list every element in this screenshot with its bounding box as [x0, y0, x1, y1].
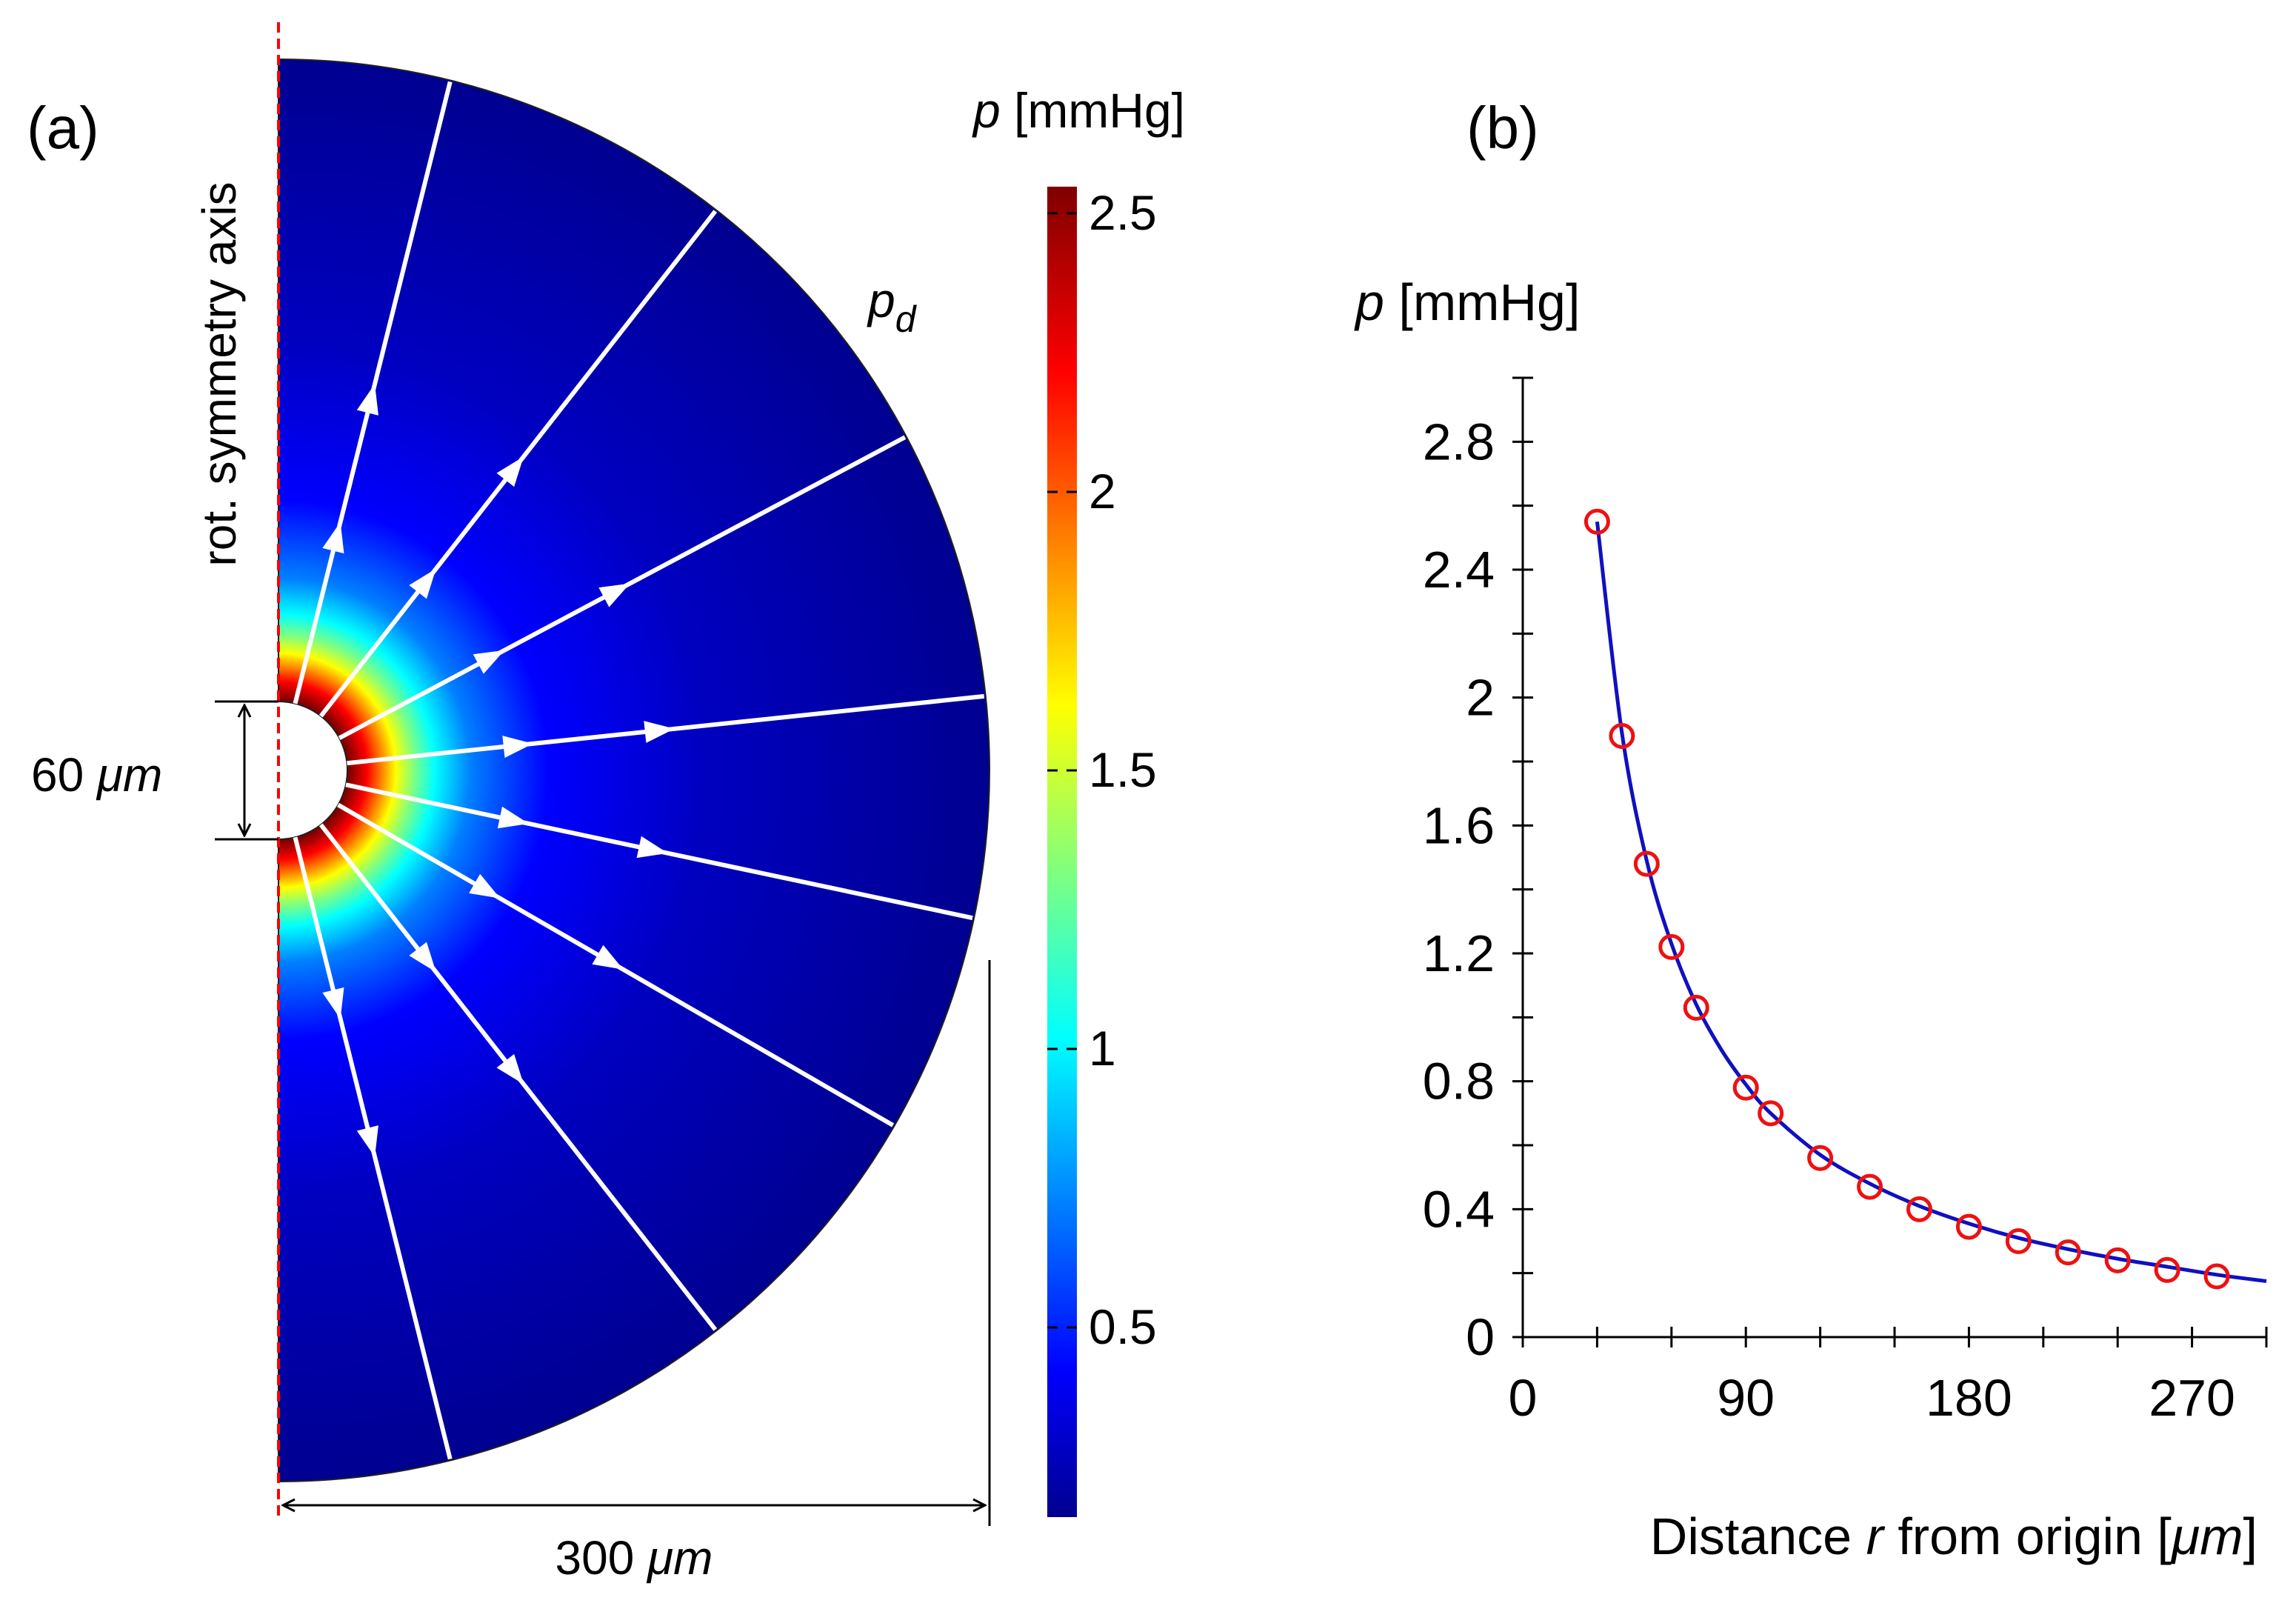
- data-marker: [2203, 1263, 2230, 1290]
- y-tick-label: 0.8: [1423, 1053, 1495, 1110]
- y-tick-label: 2.8: [1423, 413, 1495, 470]
- data-marker: [1955, 1213, 1982, 1240]
- colorbar-scale: [1047, 187, 1077, 1517]
- streamline-arrow: [592, 944, 624, 970]
- data-marker: [2055, 1239, 2081, 1266]
- x-axis-label: Distance r from origin [μm]: [1650, 1507, 2257, 1565]
- x-tick-label: 180: [1926, 1369, 2012, 1427]
- colorbar: p [mmHg] 2.5 2 1.5 1 0.5: [972, 83, 1185, 1517]
- colorbar-tick-label: 2.5: [1089, 185, 1157, 240]
- data-marker: [1658, 933, 1685, 960]
- data-marker: [1758, 1100, 1784, 1127]
- plot-axes: 0 0.4 0.8 1.2 1.6 2 2.4 2.8 0 90 180 270: [1423, 376, 2268, 1427]
- y-tick-label: 0: [1466, 1308, 1495, 1366]
- x-tick-label: 90: [1717, 1369, 1775, 1427]
- streamline-arrow: [497, 806, 530, 829]
- pressure-field: [278, 58, 990, 1483]
- colorbar-ticks: 2.5 2 1.5 1 0.5: [1047, 185, 1157, 1354]
- streamline-arrow: [356, 1125, 378, 1157]
- streamline-arrow: [644, 721, 675, 743]
- streamline-arrow: [502, 736, 533, 758]
- x-tick-label: 0: [1509, 1369, 1538, 1427]
- panel-a: (a) rot. symmetry axis 60 μm 300 μm pd p…: [27, 22, 1185, 1585]
- data-marker: [1683, 994, 1709, 1021]
- y-axis-label: p [mmHg]: [1354, 273, 1580, 331]
- streamline-arrow: [473, 650, 505, 674]
- data-marker: [1633, 850, 1660, 877]
- colorbar-title: p [mmHg]: [972, 83, 1185, 138]
- colorbar-tick-label: 1.5: [1089, 742, 1157, 797]
- outer-dimension-label: 300 μm: [555, 1531, 713, 1585]
- y-tick-label: 1.2: [1423, 924, 1495, 982]
- y-tick-label: 1.6: [1423, 796, 1495, 854]
- colorbar-tick-label: 1: [1089, 1021, 1116, 1076]
- data-marker: [1583, 508, 1610, 535]
- data-marker: [1807, 1144, 1834, 1171]
- streamline-arrow: [356, 384, 378, 416]
- symmetry-axis-label: rot. symmetry axis: [193, 181, 246, 566]
- y-tick-label: 2.4: [1423, 541, 1495, 599]
- data-marker: [2154, 1256, 2180, 1283]
- data-marker: [2104, 1247, 2131, 1273]
- streamline-arrow: [496, 1053, 524, 1084]
- data-marker: [1609, 722, 1635, 749]
- inner-dimension-label: 60 μm: [31, 748, 162, 802]
- streamline-arrow: [636, 836, 668, 859]
- data-marker: [2005, 1228, 2032, 1254]
- y-tick-label: 2: [1466, 669, 1495, 727]
- streamline-arrow: [469, 873, 501, 899]
- streamline-arrow: [409, 568, 436, 599]
- streamline-arrow: [496, 456, 524, 487]
- panel-a-label: (a): [27, 95, 99, 161]
- inner-dimension: 60 μm: [31, 700, 278, 841]
- streamline-arrow: [322, 522, 344, 554]
- boundary-pressure-label: pd: [867, 273, 918, 340]
- data-marker: [1906, 1196, 1932, 1222]
- data-marker: [1857, 1173, 1883, 1200]
- panel-b-label: (b): [1466, 95, 1539, 161]
- outer-dimension: 300 μm: [283, 960, 991, 1585]
- panel-b: (b) p [mmHg] Distance r from origin [μm]…: [1354, 95, 2268, 1565]
- streamline-arrow: [598, 583, 630, 607]
- streamlines: [293, 81, 985, 1460]
- streamline-arrow: [322, 987, 344, 1019]
- streamline-arrow: [409, 942, 436, 973]
- x-tick-label: 270: [2149, 1369, 2235, 1427]
- colorbar-tick-label: 0.5: [1089, 1299, 1157, 1354]
- data-markers: [1583, 508, 2230, 1290]
- fit-curve: [1595, 521, 2267, 1283]
- y-tick-label: 0.4: [1423, 1180, 1495, 1238]
- colorbar-tick-label: 2: [1089, 464, 1116, 519]
- data-marker: [1732, 1074, 1759, 1101]
